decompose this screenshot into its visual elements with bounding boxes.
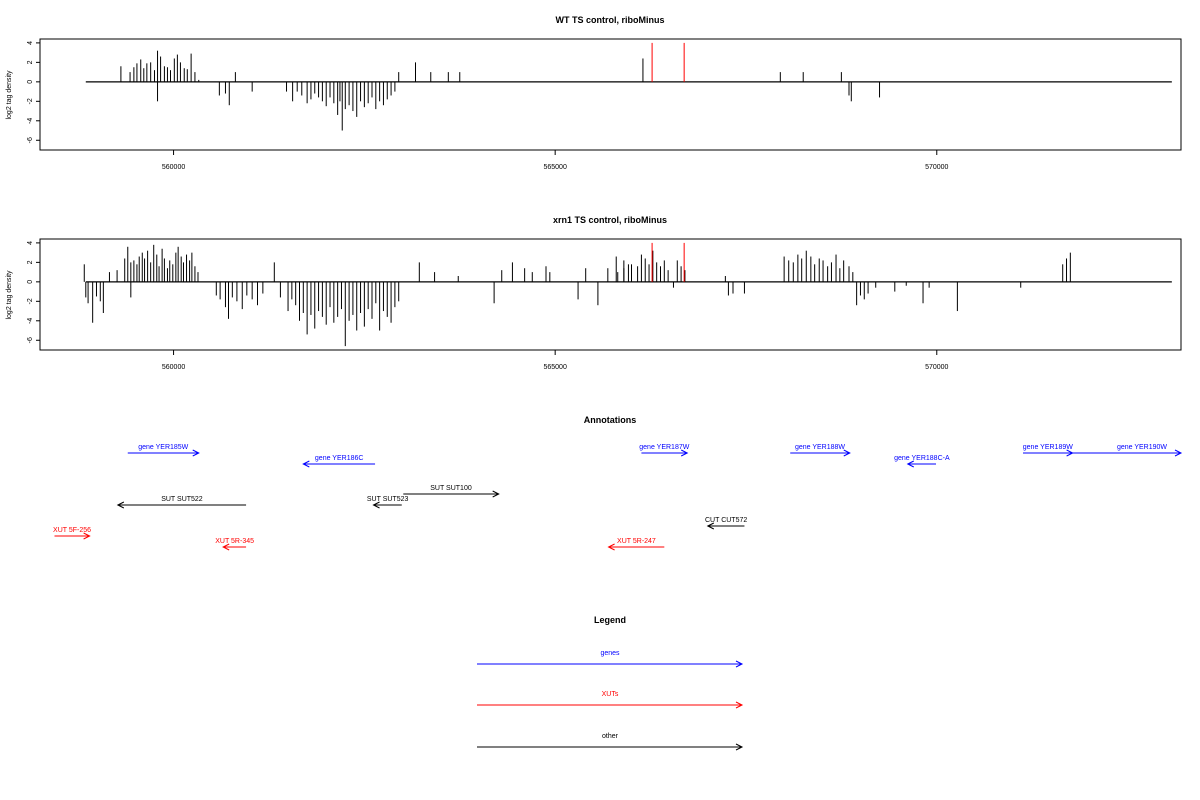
wt-track-axes: 4 2 0 -2 -4 -6 560000 565000 570000 <box>27 41 949 171</box>
legend-entries: genes XUTs other <box>477 650 744 751</box>
wt-track-plot-frame <box>39 38 1182 151</box>
legend-arrow-arrowhead <box>735 660 744 668</box>
annotation-arrow-arrowhead <box>492 490 500 498</box>
annotation-arrow-arrowhead <box>680 449 689 457</box>
y-tick-label: -6 <box>27 337 34 343</box>
annotation-arrow-arrowhead <box>116 501 125 509</box>
annotations-title: Annotations <box>584 415 637 425</box>
annotation-label: gene YER188C-A <box>894 455 950 462</box>
annotation-label: XUT 5R-345 <box>215 538 254 545</box>
legend-label: genes <box>600 650 620 657</box>
y-tick-label: 2 <box>27 60 34 64</box>
xrn1-track-panel: xrn1 TS control, riboMinus log2 tag dens… <box>6 215 1182 371</box>
annotation-feature: XUT 5F-256 <box>53 527 91 540</box>
annotation-feature: gene YER190W <box>1072 444 1183 457</box>
annotation-feature: CUT CUT572 <box>705 517 747 530</box>
wt-track-marks <box>85 42 1172 131</box>
legend-arrow-arrowhead <box>735 701 744 709</box>
legend-entry: XUTs <box>477 691 744 709</box>
annotation-arrow-arrowhead <box>372 501 380 509</box>
annotation-feature: gene YER188W <box>790 444 851 457</box>
annotation-features: gene YER185W gene YER186C gene YER187W gene… <box>53 444 1183 551</box>
y-tick-label: 0 <box>27 280 34 284</box>
legend-label: other <box>602 733 619 740</box>
wt-track-ylabel: log2 tag density <box>6 70 13 120</box>
annotation-feature: gene YER185W <box>127 444 200 457</box>
wt-track-title: WT TS control, riboMinus <box>556 15 665 25</box>
annotation-label: gene YER189W <box>1023 444 1073 451</box>
annotation-arrow-arrowhead <box>83 532 91 540</box>
annotation-feature: gene YER189W <box>1023 444 1074 457</box>
x-tick-label: 560000 <box>162 164 185 171</box>
y-tick-label: -4 <box>27 318 34 324</box>
annotation-arrow-arrowhead <box>607 543 615 551</box>
annotation-label: gene YER188W <box>795 444 845 451</box>
annotation-label: CUT CUT572 <box>705 517 747 524</box>
annotation-feature: gene YER188C-A <box>894 455 950 468</box>
annotation-feature: XUT 5R-247 <box>607 538 665 551</box>
annotation-feature: XUT 5R-345 <box>215 538 254 551</box>
legend-entry: genes <box>477 650 744 668</box>
y-tick-label: 2 <box>27 260 34 264</box>
y-tick-label: -2 <box>27 98 34 104</box>
y-tick-label: -4 <box>27 118 34 124</box>
wt-track-panel: WT TS control, riboMinus log2 tag densit… <box>6 15 1182 171</box>
legend-arrow-arrowhead <box>735 743 744 751</box>
xrn1-track-plot-frame <box>39 238 1182 351</box>
annotation-arrow-arrowhead <box>906 460 914 468</box>
y-tick-label: 4 <box>27 241 34 245</box>
xrn1-track-title: xrn1 TS control, riboMinus <box>553 215 667 225</box>
xrn1-track-marks <box>83 242 1172 347</box>
annotation-arrow-arrowhead <box>302 460 310 468</box>
y-tick-label: 4 <box>27 41 34 45</box>
annotation-arrow-arrowhead <box>192 449 200 457</box>
annotation-feature: gene YER186C <box>302 455 376 468</box>
annotation-arrow-arrowhead <box>843 449 851 457</box>
legend-panel: Legend genes XUTs other <box>477 615 744 751</box>
annotation-feature: gene YER187W <box>639 444 690 457</box>
annotation-label: XUT 5R-247 <box>617 538 656 545</box>
y-tick-label: 0 <box>27 80 34 84</box>
annotation-arrow-arrowhead <box>222 543 230 551</box>
x-tick-label: 565000 <box>543 364 566 371</box>
xrn1-track-ylabel: log2 tag density <box>6 270 13 320</box>
x-tick-label: 565000 <box>543 164 566 171</box>
annotation-label: SUT SUT523 <box>367 496 409 503</box>
annotation-feature: SUT SUT522 <box>116 496 247 509</box>
annotation-label: gene YER185W <box>138 444 188 451</box>
annotation-label: SUT SUT100 <box>430 485 472 492</box>
y-tick-label: -6 <box>27 137 34 143</box>
annotation-feature: SUT SUT523 <box>367 496 409 509</box>
annotation-label: gene YER190W <box>1117 444 1167 451</box>
x-tick-label: 570000 <box>925 164 948 171</box>
xrn1-track-axes: 4 2 0 -2 -4 -6 560000 565000 570000 <box>27 241 949 371</box>
annotation-label: XUT 5F-256 <box>53 527 91 534</box>
legend-entry: other <box>477 733 744 751</box>
legend-label: XUTs <box>602 691 619 698</box>
x-tick-label: 570000 <box>925 364 948 371</box>
annotation-feature: SUT SUT100 <box>403 485 500 498</box>
annotation-label: gene YER186C <box>315 455 364 462</box>
annotation-label: gene YER187W <box>639 444 689 451</box>
annotation-arrow-arrowhead <box>706 522 715 530</box>
legend-title: Legend <box>594 615 626 625</box>
x-tick-label: 560000 <box>162 364 185 371</box>
y-tick-label: -2 <box>27 298 34 304</box>
annotation-label: SUT SUT522 <box>161 496 203 503</box>
annotation-arrow-arrowhead <box>1174 449 1183 457</box>
